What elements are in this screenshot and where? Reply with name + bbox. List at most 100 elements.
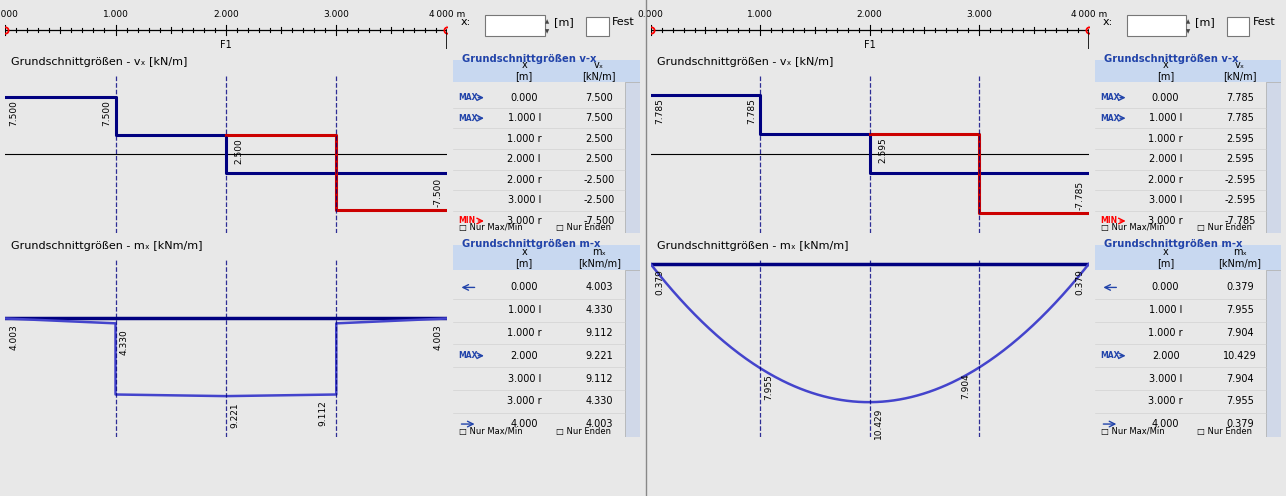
Text: 3.000 l: 3.000 l: [508, 195, 541, 205]
Text: -7.785: -7.785: [1224, 216, 1255, 226]
Text: 9.221: 9.221: [230, 402, 239, 428]
Text: 4.003: 4.003: [9, 324, 18, 350]
Text: vₓ
[kN/m]: vₓ [kN/m]: [1223, 61, 1256, 81]
Text: 7.955: 7.955: [1226, 396, 1254, 406]
Text: 7.904: 7.904: [962, 373, 971, 399]
Bar: [1265, 270, 1281, 437]
Text: 2.500: 2.500: [585, 134, 613, 144]
Text: x
[m]: x [m]: [1157, 61, 1174, 81]
Text: 3.000 l: 3.000 l: [1148, 373, 1182, 383]
Text: □ Nur Max/Min: □ Nur Max/Min: [1101, 223, 1164, 232]
Text: 2.000 l: 2.000 l: [508, 154, 541, 164]
Text: 4.000: 4.000: [1152, 419, 1179, 429]
Bar: [1265, 82, 1281, 233]
Text: 0.000: 0.000: [638, 10, 664, 19]
Text: ▼: ▼: [545, 30, 549, 35]
Text: 0.000: 0.000: [0, 10, 18, 19]
Text: 0.379: 0.379: [655, 270, 664, 296]
Text: x
[m]: x [m]: [516, 61, 532, 81]
Text: 7.500: 7.500: [585, 113, 613, 123]
Text: Grundschnittgrößen - vₓ [kN/m]: Grundschnittgrößen - vₓ [kN/m]: [12, 57, 188, 66]
Text: 2.000: 2.000: [856, 10, 882, 19]
Text: 2.000: 2.000: [511, 351, 538, 361]
Text: MAX: MAX: [1101, 93, 1120, 102]
Text: □ Nur Enden: □ Nur Enden: [1197, 223, 1253, 232]
Text: -2.500: -2.500: [584, 195, 615, 205]
Text: 9.112: 9.112: [319, 400, 328, 426]
Text: 1.000: 1.000: [747, 10, 773, 19]
Text: -7.785: -7.785: [1075, 181, 1084, 210]
Text: -7.500: -7.500: [584, 216, 615, 226]
FancyBboxPatch shape: [1127, 15, 1186, 36]
Text: x
[m]: x [m]: [1157, 247, 1174, 268]
Text: 7.785: 7.785: [1226, 113, 1254, 123]
Text: MAX: MAX: [459, 114, 478, 123]
Text: 9.112: 9.112: [585, 373, 613, 383]
Bar: [453, 60, 640, 82]
Text: 1.000 r: 1.000 r: [1148, 134, 1183, 144]
Text: 3.000: 3.000: [966, 10, 992, 19]
Text: 2.500: 2.500: [234, 138, 243, 164]
FancyBboxPatch shape: [1227, 17, 1249, 36]
Text: 2.000: 2.000: [213, 10, 239, 19]
Bar: [625, 270, 640, 437]
Text: Grundschnittgrößen m-x: Grundschnittgrößen m-x: [1105, 239, 1242, 249]
Text: ▲: ▲: [1186, 19, 1191, 24]
Text: 0.379: 0.379: [1226, 419, 1254, 429]
Text: □ Nur Max/Min: □ Nur Max/Min: [459, 427, 522, 436]
Text: x:: x:: [460, 17, 471, 27]
Text: 2.595: 2.595: [1226, 154, 1254, 164]
Text: [m]: [m]: [554, 17, 574, 27]
Text: 3.000: 3.000: [323, 10, 350, 19]
Text: 2.000: 2.000: [1152, 351, 1179, 361]
Text: [m]: [m]: [1196, 17, 1215, 27]
Text: 7.785: 7.785: [747, 98, 756, 124]
Text: Grundschnittgrößen - vₓ [kN/m]: Grundschnittgrößen - vₓ [kN/m]: [657, 57, 833, 66]
Text: 4.330: 4.330: [120, 329, 129, 355]
Text: 1.000 r: 1.000 r: [507, 134, 541, 144]
Text: MAX: MAX: [459, 93, 478, 102]
Text: 0.000: 0.000: [1152, 93, 1179, 103]
Text: MIN: MIN: [459, 216, 476, 226]
Text: ▼: ▼: [1186, 30, 1191, 35]
Text: MAX: MAX: [1101, 351, 1120, 360]
Text: 4 000 m: 4 000 m: [428, 10, 464, 19]
Text: 0.379: 0.379: [1075, 270, 1084, 296]
Text: 2.595: 2.595: [1226, 134, 1254, 144]
Text: 3.000 l: 3.000 l: [1148, 195, 1182, 205]
Text: 0.000: 0.000: [1152, 282, 1179, 293]
Text: 1.000: 1.000: [103, 10, 129, 19]
Text: 3.000 r: 3.000 r: [507, 396, 541, 406]
Text: □ Nur Enden: □ Nur Enden: [556, 223, 611, 232]
Text: 1.000 l: 1.000 l: [508, 305, 541, 315]
Text: □ Nur Max/Min: □ Nur Max/Min: [459, 223, 522, 232]
Text: 4.003: 4.003: [585, 282, 613, 293]
Text: mₓ
[kNm/m]: mₓ [kNm/m]: [577, 247, 621, 268]
Text: vₓ
[kN/m]: vₓ [kN/m]: [583, 61, 616, 81]
Text: 2.500: 2.500: [585, 154, 613, 164]
Text: F1: F1: [864, 40, 876, 50]
Text: 7.500: 7.500: [9, 100, 18, 126]
Text: 4.330: 4.330: [585, 396, 613, 406]
Text: 1.000 r: 1.000 r: [1148, 328, 1183, 338]
FancyBboxPatch shape: [586, 17, 608, 36]
Text: 0.379: 0.379: [1226, 282, 1254, 293]
Text: 4.000: 4.000: [511, 419, 538, 429]
Text: MAX: MAX: [459, 351, 478, 360]
Text: x
[m]: x [m]: [516, 247, 532, 268]
Text: -2.500: -2.500: [584, 175, 615, 185]
FancyBboxPatch shape: [485, 15, 545, 36]
Text: 2.000 l: 2.000 l: [1148, 154, 1182, 164]
Text: F1: F1: [220, 40, 231, 50]
Text: 7.955: 7.955: [1226, 305, 1254, 315]
Bar: [1094, 246, 1281, 270]
Text: 9.221: 9.221: [585, 351, 613, 361]
Text: 9.112: 9.112: [585, 328, 613, 338]
Text: MAX: MAX: [1101, 114, 1120, 123]
Text: 7.904: 7.904: [1226, 328, 1254, 338]
Text: □ Nur Max/Min: □ Nur Max/Min: [1101, 427, 1164, 436]
Text: Grundschnittgrößen - mₓ [kNm/m]: Grundschnittgrößen - mₓ [kNm/m]: [657, 241, 849, 251]
Text: 1.000 l: 1.000 l: [1148, 113, 1182, 123]
Text: 7.785: 7.785: [1226, 93, 1254, 103]
Text: 10.429: 10.429: [874, 408, 883, 439]
